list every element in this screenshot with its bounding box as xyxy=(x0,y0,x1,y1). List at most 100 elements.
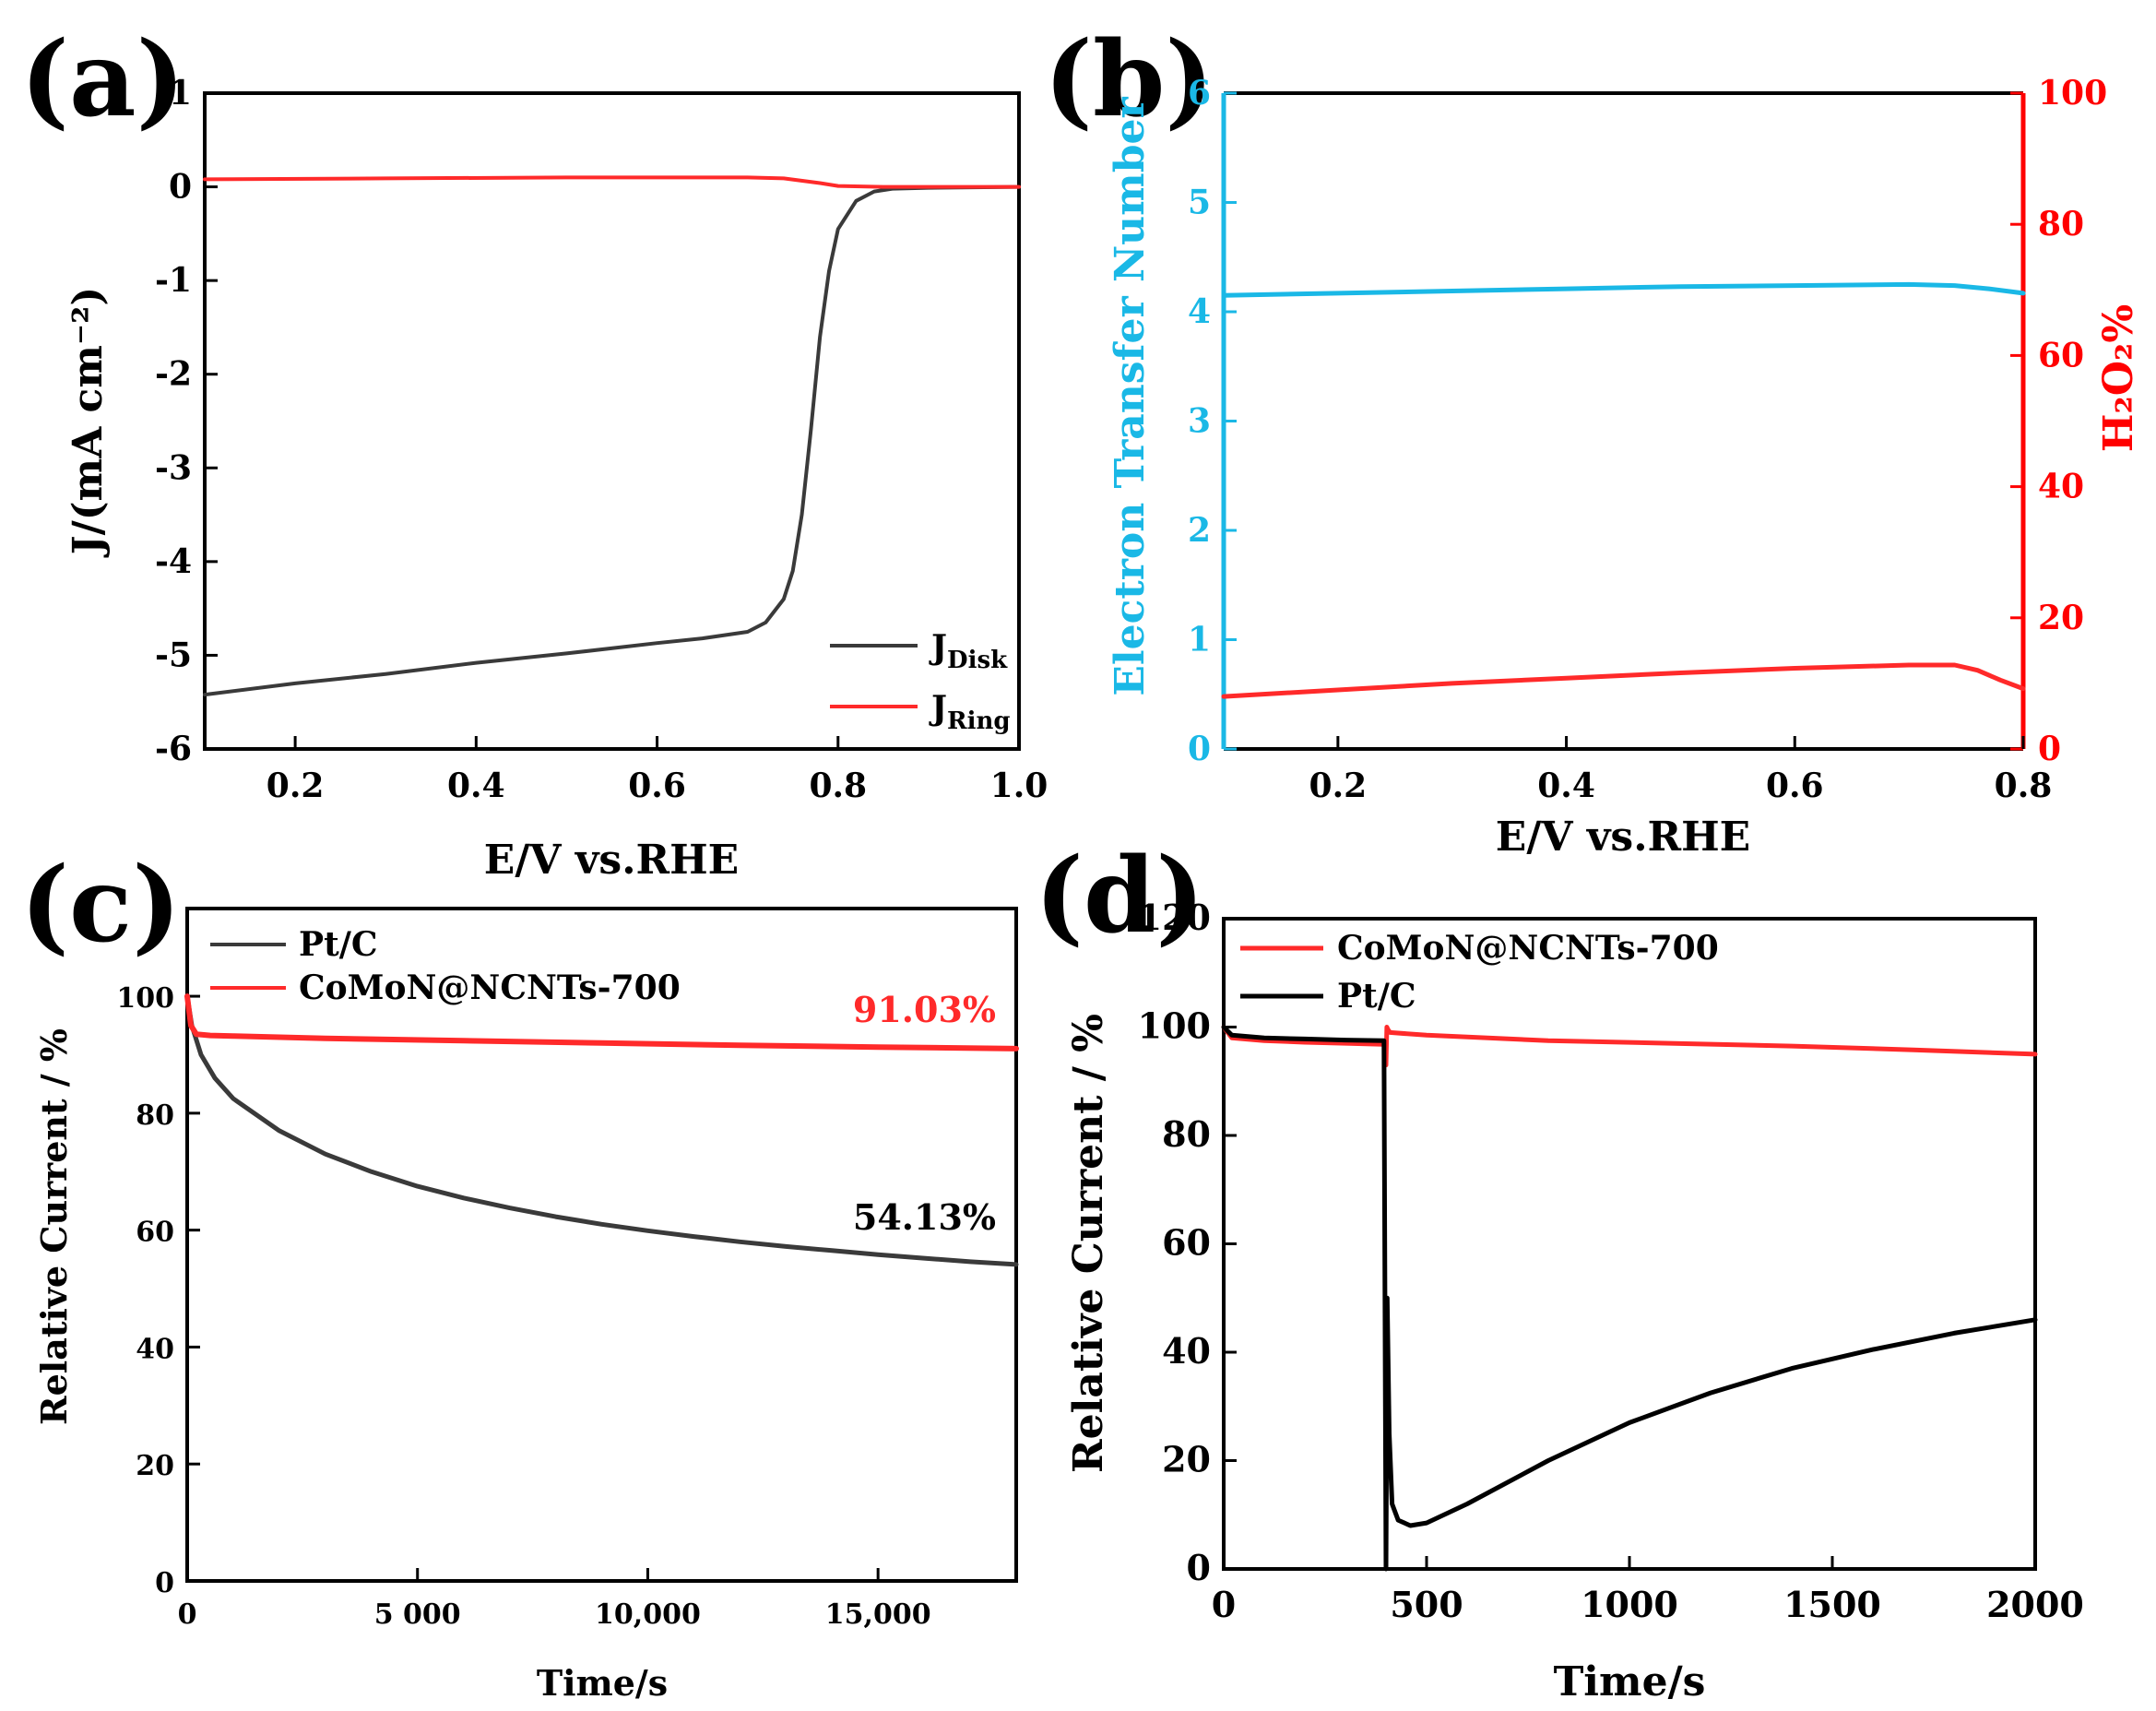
panel-b-letter: (b) xyxy=(1044,19,1214,140)
panel-c-legend: Pt/C CoMoN@NCNTs-700 xyxy=(210,925,681,1007)
x-tick-label: 0.2 xyxy=(1309,766,1368,805)
y-tick-label: 5 xyxy=(1188,184,1211,222)
y-tick-label: 0 xyxy=(1188,730,1211,768)
panel-b-x-axis-title: E/V vs.RHE xyxy=(1496,814,1750,861)
series-line-h2o2- xyxy=(1221,662,2026,699)
series-line-comon-ncnts-700 xyxy=(1221,1025,2038,1068)
x-tick-label: 0.6 xyxy=(628,766,686,805)
panel-d-y-axis-title: Relative Current / % xyxy=(1065,1014,1112,1473)
y-tick-label: -1 xyxy=(155,261,192,300)
panel-d-y-ticks: 0 20 40 60 80 100 120 xyxy=(1138,897,1237,1588)
series-line-jdisk xyxy=(203,184,1021,697)
series-line-pt-c xyxy=(1221,1025,2038,1572)
y-tick-label: -6 xyxy=(155,730,192,768)
x-tick-label: 1.0 xyxy=(990,766,1048,805)
panel-a: (a) 1 0 -1 -2 -3 -4 -5 -6 0.2 0.4 0.6 0.8 1.0 J/(mA… xyxy=(20,19,1048,884)
y-tick-label: 20 xyxy=(136,1450,174,1482)
panel-b-series xyxy=(1221,281,2026,699)
y-tick-label: 2 xyxy=(1188,511,1211,550)
y-tick-label: -3 xyxy=(155,448,192,487)
panel-b: (b) 0 1 2 3 4 5 6 0 20 40 60 80 100 0.2 0.4 0.6 0.8 El… xyxy=(1044,19,2142,861)
y-tick-label: 3 xyxy=(1188,402,1211,441)
x-tick-label: 5 000 xyxy=(374,1598,461,1631)
y-tick-label: 0 xyxy=(2038,730,2061,768)
panel-c-x-axis-title: Time/s xyxy=(537,1662,668,1704)
x-tick-label: 1500 xyxy=(1783,1584,1881,1625)
x-tick-label: 0.4 xyxy=(447,766,505,805)
y-tick-label: 120 xyxy=(1138,897,1211,938)
y-tick-label: 20 xyxy=(2038,599,2084,637)
panel-c-y-axis-title: Relative Current / % xyxy=(33,1028,75,1425)
y-tick-label: 0 xyxy=(155,1567,174,1599)
y-tick-label: 6 xyxy=(1188,74,1211,113)
y-tick-label: -2 xyxy=(155,355,192,394)
y-tick-label: 40 xyxy=(136,1333,174,1365)
legend-label-jring: JRing xyxy=(929,689,1011,735)
y-tick-label: 1 xyxy=(169,74,192,113)
panel-d-axes-frame xyxy=(1222,917,2037,1571)
y-tick-label: 80 xyxy=(1162,1113,1211,1155)
x-tick-label: 1000 xyxy=(1581,1584,1678,1625)
x-tick-label: 0.8 xyxy=(1995,766,2053,805)
panel-b-right-ticks: 0 20 40 60 80 100 xyxy=(2010,74,2107,768)
legend-label-comon: CoMoN@NCNTs-700 xyxy=(299,968,681,1007)
y-tick-label: 20 xyxy=(1162,1439,1211,1480)
y-tick-label: 60 xyxy=(2038,336,2084,374)
panel-c-y-ticks: 0 20 40 60 80 100 xyxy=(116,982,200,1599)
y-tick-label: 40 xyxy=(1162,1330,1211,1372)
y-tick-label: 100 xyxy=(1138,1005,1211,1047)
x-tick-label: 500 xyxy=(1390,1584,1463,1625)
y-tick-label: 60 xyxy=(136,1217,174,1249)
panel-a-series xyxy=(203,175,1021,697)
panel-c-axes-frame xyxy=(185,907,1018,1583)
x-tick-label: 0 xyxy=(1212,1584,1236,1625)
panel-a-axes-frame xyxy=(203,91,1021,751)
legend-label-ptc: Pt/C xyxy=(299,925,378,964)
x-tick-label: 10,000 xyxy=(595,1598,701,1631)
panel-c-letter: (c) xyxy=(20,845,181,966)
y-tick-label: 1 xyxy=(1188,621,1211,659)
y-tick-label: 80 xyxy=(136,1099,174,1132)
panel-a-x-ticks: 0.2 0.4 0.6 0.8 1.0 xyxy=(267,736,1048,805)
panel-a-y-axis-title: J/(mA cm⁻²) xyxy=(65,287,112,558)
panel-d-series xyxy=(1221,1025,2038,1572)
y-tick-label: 0 xyxy=(169,168,192,207)
panel-a-y-ticks: 1 0 -1 -2 -3 -4 -5 -6 xyxy=(155,74,218,768)
y-tick-label: 100 xyxy=(116,982,174,1015)
y-tick-label: -5 xyxy=(155,636,192,674)
y-tick-label: 80 xyxy=(2038,205,2084,244)
panel-b-left-ticks: 0 1 2 3 4 5 6 xyxy=(1188,74,1237,768)
x-tick-label: 0.2 xyxy=(267,766,325,805)
panel-a-x-axis-title: E/V vs.RHE xyxy=(484,837,739,884)
x-tick-label: 2000 xyxy=(1986,1584,2084,1625)
annotation-ptc-retention: 54.13% xyxy=(853,1196,996,1238)
panel-d: (d) 0 20 40 60 80 100 120 0 500 1000 1500 2000 Rel… xyxy=(1035,836,2084,1705)
legend-label-jdisk: JDisk xyxy=(929,628,1008,674)
y-tick-label: 0 xyxy=(1187,1547,1211,1588)
x-tick-label: 15,000 xyxy=(825,1598,931,1631)
x-tick-label: 0.4 xyxy=(1537,766,1595,805)
x-tick-label: 0.6 xyxy=(1766,766,1824,805)
legend-label-ptc: Pt/C xyxy=(1337,977,1416,1016)
panel-b-right-axis-title: H₂O₂% xyxy=(2095,304,2142,452)
y-tick-label: 60 xyxy=(1162,1222,1211,1264)
panel-d-x-axis-title: Time/s xyxy=(1554,1658,1706,1705)
series-line-electron-transfer-number xyxy=(1221,281,2026,298)
panel-d-x-ticks: 0 500 1000 1500 2000 xyxy=(1212,1556,2084,1625)
panel-b-x-ticks: 0.2 0.4 0.6 0.8 xyxy=(1309,736,2053,805)
panel-d-letter: (d) xyxy=(1035,836,1204,956)
panel-c: (c) 0 20 40 60 80 100 0 5 000 10,000 15,000 Rela… xyxy=(20,845,1019,1704)
panel-b-left-axis-title: Electron Transfer Number xyxy=(1107,97,1154,696)
panel-a-letter: (a) xyxy=(20,19,185,140)
y-tick-label: 100 xyxy=(2038,74,2107,113)
panel-d-legend: CoMoN@NCNTs-700 Pt/C xyxy=(1240,929,1719,1016)
x-tick-label: 0 xyxy=(178,1598,197,1631)
series-line-jring xyxy=(203,175,1021,189)
panel-a-legend: JDisk JRing xyxy=(830,628,1011,735)
panel-c-x-ticks: 0 5 000 10,000 15,000 xyxy=(178,1568,931,1631)
series-line-comon-ncnts-700 xyxy=(184,993,1019,1052)
legend-label-comon: CoMoN@NCNTs-700 xyxy=(1337,929,1719,968)
series-line-pt-c xyxy=(184,993,1019,1267)
panel-c-series xyxy=(184,993,1019,1267)
